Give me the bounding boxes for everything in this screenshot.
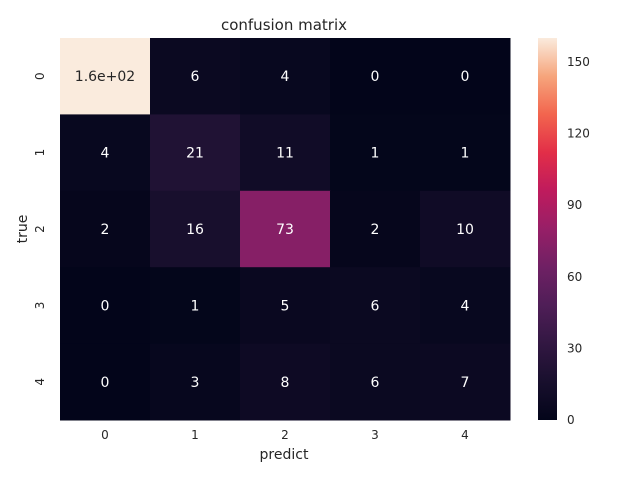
cell-annotation-3-2: 5 (281, 298, 290, 314)
x-tick-labels: 0 1 2 3 4 (101, 428, 469, 442)
cell-annotation-0-3: 0 (371, 69, 380, 85)
heatmap-cell-2-1 (150, 190, 241, 268)
cell-annotation-0-2: 4 (281, 69, 290, 85)
cell-annotation-1-0: 4 (101, 146, 110, 162)
cell-annotation-1-2: 11 (276, 146, 294, 162)
y-tick-label: 0 (33, 72, 47, 80)
heatmap-cell-2-4 (420, 190, 511, 268)
colorbar-tick-label: 120 (567, 127, 590, 141)
cell-annotation-1-4: 1 (461, 146, 470, 162)
y-tick-label: 2 (33, 225, 47, 233)
cell-annotation-4-0: 0 (101, 375, 110, 391)
cell-annotation-2-0: 2 (101, 222, 110, 238)
colorbar-tick-label: 90 (567, 198, 582, 212)
cell-annotation-2-3: 2 (371, 222, 380, 238)
colorbar-tick-label: 30 (567, 341, 582, 355)
chart-title: confusion matrix (221, 16, 347, 34)
heatmap-cell-3-2 (240, 267, 331, 345)
colorbar-tick-label: 0 (567, 413, 575, 427)
heatmap-cell-3-0 (60, 267, 151, 345)
heatmap-cell-4-4 (420, 343, 511, 421)
heatmap-cell-2-2 (240, 190, 331, 268)
heatmap-cell-1-3 (330, 114, 421, 192)
x-axis-label: predict (260, 447, 309, 463)
cell-annotation-1-1: 21 (186, 146, 204, 162)
cell-annotation-4-2: 8 (281, 375, 290, 391)
y-axis-label: true (15, 215, 31, 244)
cell-annotation-2-2: 73 (276, 222, 294, 238)
x-tick-label: 0 (101, 428, 109, 442)
heatmap-cell-4-2 (240, 343, 331, 421)
heatmap-cell-2-0 (60, 190, 151, 268)
y-tick-label: 4 (33, 378, 47, 386)
colorbar (538, 38, 557, 420)
heatmap-cell-0-2 (240, 38, 331, 115)
heatmap-cell-3-4 (420, 267, 511, 345)
cell-annotation-0-1: 6 (191, 69, 200, 85)
cell-annotation-2-4: 10 (456, 222, 474, 238)
colorbar-tick-labels: 0 30 60 90 120 150 (567, 55, 590, 427)
cell-annotations: 1.6e+02 6 4 0 04 21 11 1 12 16 73 2 100 1 5 6 40 3 8 6 7 (75, 69, 474, 391)
heatmap-cell-4-3 (330, 343, 421, 421)
heatmap-cell-3-3 (330, 267, 421, 345)
cell-annotation-4-3: 6 (371, 375, 380, 391)
x-tick-label: 3 (371, 428, 379, 442)
heatmap-cell-1-2 (240, 114, 331, 192)
heatmap-cell-1-1 (150, 114, 241, 192)
heatmap-cell-0-4 (420, 38, 511, 115)
heatmap-cells (60, 38, 511, 421)
x-tick-label: 2 (281, 428, 289, 442)
y-tick-labels: 0 1 2 3 4 (33, 72, 47, 385)
colorbar-tick-label: 150 (567, 55, 590, 69)
y-tick-label: 1 (33, 149, 47, 157)
cell-annotation-4-4: 7 (461, 375, 470, 391)
heatmap-cell-0-3 (330, 38, 421, 115)
heatmap-cell-2-3 (330, 190, 421, 268)
cell-annotation-4-1: 3 (191, 375, 200, 391)
heatmap-cell-0-1 (150, 38, 241, 115)
heatmap-cell-1-0 (60, 114, 151, 192)
heatmap-cell-1-4 (420, 114, 511, 192)
heatmap-cell-4-1 (150, 343, 241, 421)
cell-annotation-2-1: 16 (186, 222, 204, 238)
cell-annotation-3-4: 4 (461, 298, 470, 314)
cell-annotation-1-3: 1 (371, 146, 380, 162)
cell-annotation-3-3: 6 (371, 298, 380, 314)
x-tick-label: 1 (191, 428, 199, 442)
cell-annotation-0-0: 1.6e+02 (75, 69, 135, 85)
heatmap-cell-4-0 (60, 343, 151, 421)
cell-annotation-0-4: 0 (461, 69, 470, 85)
heatmap-cell-3-1 (150, 267, 241, 345)
y-tick-label: 3 (33, 302, 47, 310)
cell-annotation-3-1: 1 (191, 298, 200, 314)
colorbar-tick-label: 60 (567, 270, 582, 284)
x-tick-label: 4 (461, 428, 469, 442)
heatmap-cell-0-0 (60, 38, 151, 115)
cell-annotation-3-0: 0 (101, 298, 110, 314)
